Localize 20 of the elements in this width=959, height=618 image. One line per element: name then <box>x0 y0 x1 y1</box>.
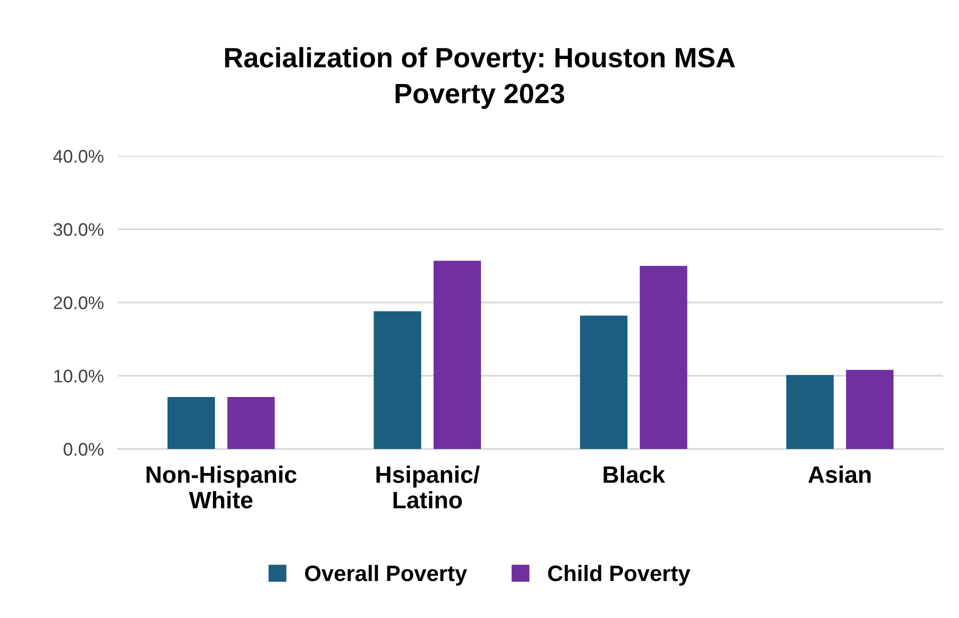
bar <box>580 316 628 449</box>
y-tick-label: 0.0% <box>64 442 104 456</box>
x-tick-label: Hsipanic/ Latino <box>376 466 480 508</box>
bar <box>168 396 215 449</box>
x-tick-label: Asian <box>808 466 871 484</box>
bar <box>640 266 688 449</box>
y-tick-label: 10.0% <box>54 370 104 382</box>
y-tick-label: 30.0% <box>54 223 104 236</box>
bar <box>846 370 894 449</box>
legend-label: Child Poverty <box>548 564 690 586</box>
y-tick-label: 40.0% <box>53 150 104 163</box>
x-tick-label: Non-Hispanic White <box>146 466 297 508</box>
y-tick-label: 20.0% <box>54 296 104 310</box>
bar <box>227 396 275 449</box>
x-tick-label: Black <box>604 466 666 484</box>
legend-label: Overall Poverty <box>305 564 468 586</box>
bar <box>374 311 422 449</box>
bar <box>786 375 834 449</box>
chart-title: Racialization of Poverty: Houston MSA Poverty 2023 <box>225 47 735 109</box>
bar <box>434 260 481 449</box>
